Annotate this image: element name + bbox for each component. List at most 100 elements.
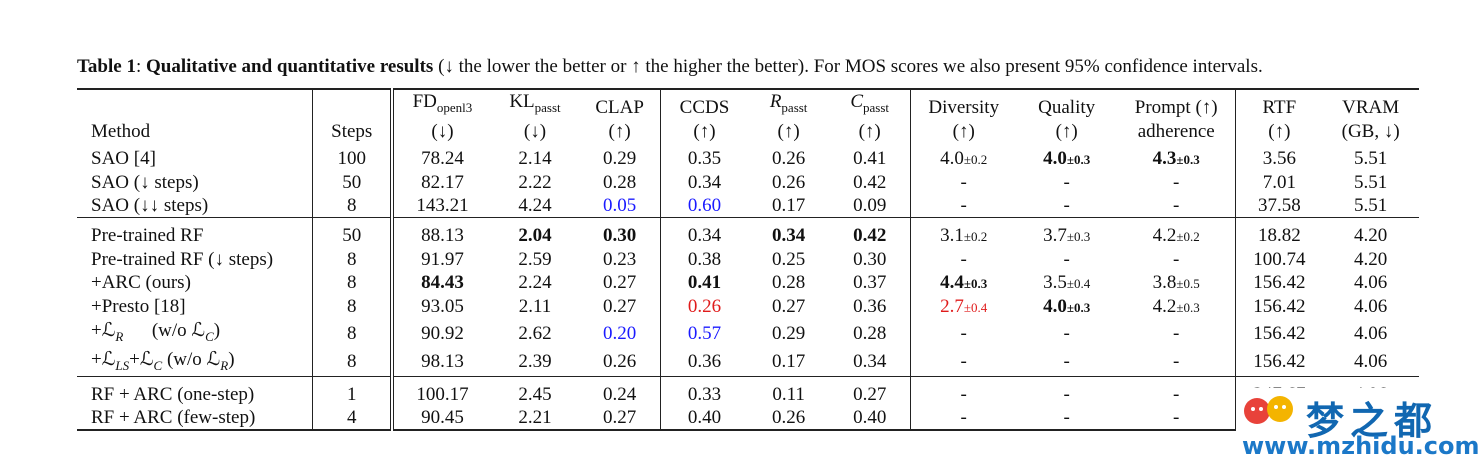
prompt-cell: - [1116, 170, 1237, 194]
ccds-cell: 0.38 [687, 248, 722, 270]
results-table: FDopenl3 KLpasst CLAP CCDS Rpasst Cpasst… [77, 88, 1419, 432]
rtf-cell: 18.82 [1257, 225, 1301, 247]
steps-cell: 1 [312, 383, 395, 407]
clap-cell: 0.26 [579, 347, 662, 377]
steps-cell: 50 [312, 223, 395, 248]
prompt-cell: - [1116, 383, 1237, 407]
table-row: +Presto [18] 8 93.05 2.11 0.27 0.26 0.27 0.36 2.… [77, 294, 1419, 319]
table-row: SAO (↓ steps) 50 82.17 2.22 0.28 0.34 0.26 0.42… [77, 170, 1419, 194]
fd-cell: 100.17 [416, 384, 469, 406]
ccds-cell: 0.34 [687, 171, 722, 193]
rtf-cell: 37.58 [1257, 194, 1301, 216]
c-cell: 0.37 [829, 270, 912, 295]
table-row: Pre-trained RF (↓ steps) 8 91.97 2.59 0.23 0.… [77, 247, 1419, 271]
method-cell: Pre-trained RF [77, 223, 314, 248]
header-row-2: Method Steps (↓) (↓) (↑) (↑) (↑) (↑) (↑)… [77, 118, 1419, 143]
c-cell: 0.42 [829, 223, 912, 248]
qual-cell: 4.0±0.3 [1043, 295, 1091, 317]
c-cell: 0.34 [829, 347, 912, 377]
prompt-cell: 4.2±0.3 [1116, 294, 1237, 319]
fd-cell: 143.21 [416, 194, 469, 216]
header-rtf: RTF [1235, 88, 1323, 119]
method-cell: RF + ARC (one-step) [77, 383, 314, 407]
header-vram: VRAM [1322, 88, 1419, 119]
method-cell: +ℒLS+ℒC (w/o ℒR) [77, 347, 314, 377]
qual-cell: - [1016, 406, 1117, 432]
qual-cell: - [1063, 248, 1070, 270]
table-row: SAO (↓↓ steps) 8 143.21 4.24 0.05 0.60 0.17 0.0… [77, 193, 1419, 218]
rtf-cell: 100.74 [1253, 248, 1306, 270]
fd-cell: 90.45 [392, 406, 491, 432]
watermark-text: 梦之都 [1306, 399, 1439, 443]
watermark-url: www.mzhidu.com [1242, 432, 1480, 460]
fd-cell: 90.92 [421, 322, 464, 344]
ccds-cell: 0.57 [687, 322, 722, 344]
fd-cell: 84.43 [421, 272, 464, 294]
clap-cell: 0.24 [579, 383, 662, 407]
rtf-cell: 7.01 [1262, 171, 1296, 193]
ccds-cell: 0.36 [687, 351, 722, 373]
header-kl: KL [509, 91, 535, 112]
method-cell: SAO (↓↓ steps) [77, 193, 314, 218]
method-cell: +ARC (ours) [77, 270, 314, 295]
watermark-logo-icon [1244, 396, 1293, 424]
clap-cell: 0.20 [579, 318, 662, 348]
header-c-dir: (↑) [829, 118, 912, 143]
clap-cell: 0.27 [579, 406, 662, 432]
watermark: 梦之都 www.mzhidu.com [1236, 388, 1482, 463]
kl-cell: 2.22 [518, 171, 552, 193]
caption-sep: : [135, 56, 146, 77]
rtf-cell: 156.42 [1253, 296, 1306, 318]
r-cell: 0.29 [771, 322, 806, 344]
header-c: C [850, 91, 864, 112]
kl-cell: 2.14 [518, 148, 552, 170]
clap-cell: 0.29 [579, 146, 662, 171]
steps-cell: 50 [312, 170, 395, 194]
div-cell: 3.1±0.2 [940, 224, 988, 246]
clap-cell: 0.27 [579, 294, 662, 319]
ccds-cell: 0.26 [687, 296, 722, 318]
header-quality: Quality [1016, 88, 1117, 119]
table-row: SAO [4] 100 78.24 2.14 0.29 0.35 0.26 0.41 4.0±0… [77, 146, 1419, 171]
kl-cell: 2.39 [518, 351, 552, 373]
fd-cell: 93.05 [421, 296, 464, 318]
steps-cell: 8 [312, 247, 395, 271]
caption-rest: (↓ the lower the better or ↑ the higher … [433, 56, 1263, 77]
kl-cell: 2.24 [518, 272, 552, 294]
prompt-cell: - [1116, 193, 1237, 218]
c-cell: 0.36 [829, 294, 912, 319]
header-vram-dir: (GB, ↓) [1341, 120, 1400, 142]
div-cell: 2.7±0.4 [940, 295, 988, 317]
method-cell: RF + ARC (few-step) [77, 406, 314, 432]
r-cell: 0.26 [771, 148, 806, 170]
r-cell: 0.17 [771, 194, 806, 216]
c-cell: 0.28 [829, 318, 912, 348]
vram-cell: 5.51 [1354, 194, 1388, 216]
fd-cell: 91.97 [421, 248, 464, 270]
qual-cell: - [1063, 322, 1070, 344]
caption-title: Qualitative and quantitative results [146, 56, 434, 77]
r-cell: 0.27 [771, 296, 806, 318]
method-cell: +ℒR (w/o ℒC) [77, 318, 314, 348]
header-fd-dir: (↓) [431, 120, 454, 142]
fd-cell: 88.13 [421, 225, 464, 247]
table-row: +ℒR (w/o ℒC) 8 90.92 2.62 0.20 0.57 0.29 0.28 - -… [77, 318, 1419, 348]
fd-cell: 98.13 [421, 351, 464, 373]
qual-cell: 3.7±0.3 [1043, 224, 1091, 246]
div-cell: - [960, 322, 967, 344]
qual-cell: - [1063, 171, 1070, 193]
method-cell: SAO [4] [77, 146, 314, 171]
prompt-cell: 4.3±0.3 [1116, 146, 1237, 171]
kl-cell: 2.11 [518, 296, 552, 318]
table-row: RF + ARC (one-step) 1 100.17 2.45 0.24 0.33 0.… [77, 383, 1419, 407]
ccds-cell: 0.41 [687, 272, 722, 294]
header-steps: Steps [312, 118, 395, 143]
c-cell: 0.40 [829, 406, 912, 432]
header-clap: CLAP [579, 88, 662, 119]
c-cell: 0.30 [829, 247, 912, 271]
steps-cell: 8 [312, 347, 395, 377]
method-cell: SAO (↓ steps) [77, 170, 314, 194]
header-diversity: Diversity [910, 88, 1017, 119]
div-cell: - [910, 406, 1017, 432]
header-fd: FD [412, 91, 437, 112]
